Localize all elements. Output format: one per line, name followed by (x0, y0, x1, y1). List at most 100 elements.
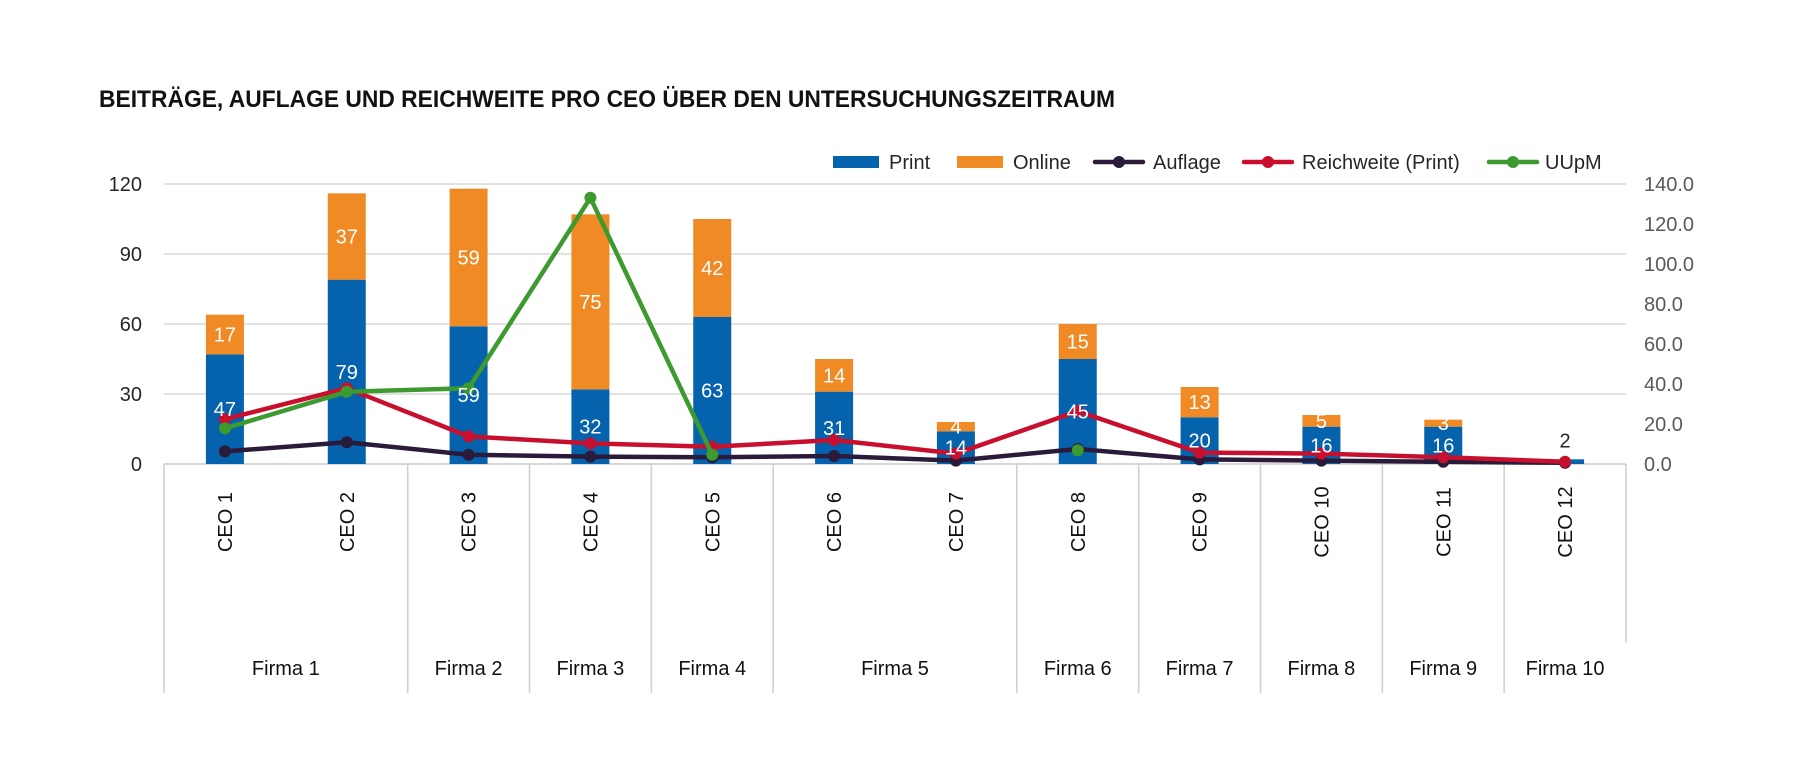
data-label-print-ceo-10: 16 (1310, 435, 1332, 457)
marker-reichweite-print-ceo-1 (218, 413, 231, 426)
category-label-ceo-12: CEO 12 (1555, 486, 1577, 557)
category-label-ceo-2: CEO 2 (337, 492, 359, 552)
y-left-tick-label: 60 (120, 314, 142, 336)
group-label-firma-3: Firma 3 (557, 658, 625, 680)
group-label-firma-2: Firma 2 (435, 658, 503, 680)
marker-reichweite-print-ceo-8 (1071, 405, 1084, 418)
legend-item-online: Online (957, 152, 1071, 174)
group-label-firma-4: Firma 4 (678, 658, 746, 680)
marker-reichweite-print-ceo-3 (462, 430, 475, 443)
legend-swatch (957, 156, 1003, 168)
group-label-firma-8: Firma 8 (1288, 658, 1356, 680)
legend-item-auflage: Auflage (1092, 152, 1221, 174)
category-label-ceo-3: CEO 3 (459, 492, 481, 552)
legend-marker (1262, 156, 1274, 168)
category-label-ceo-11: CEO 11 (1433, 487, 1455, 557)
category-label-ceo-5: CEO 5 (702, 492, 724, 552)
category-label-ceo-8: CEO 8 (1068, 492, 1090, 552)
data-label-print-ceo-12: 2 (1560, 430, 1571, 452)
marker-uupm-ceo-2 (340, 385, 353, 398)
data-label-online-ceo-9: 13 (1188, 392, 1210, 414)
legend: Print Online Auflage Reichweite (Print) UUpM (833, 152, 1602, 174)
data-label-print-ceo-9: 20 (1188, 431, 1210, 453)
bar-online-ceo-6 (815, 359, 854, 392)
data-label-print-ceo-6: 31 (823, 418, 845, 440)
group-label-firma-9: Firma 9 (1409, 658, 1477, 680)
legend-item-reichweite-print: Reichweite (Print) (1241, 152, 1460, 174)
bar-online-ceo-9 (1180, 387, 1219, 418)
data-label-print-ceo-8: 45 (1067, 402, 1089, 424)
data-label-online-ceo-6: 14 (823, 365, 845, 387)
bar-online-ceo-5 (693, 219, 732, 317)
y-left-tick-label: 90 (120, 244, 142, 266)
data-label-online-ceo-10: 5 (1316, 411, 1327, 433)
bar-online-ceo-1 (205, 314, 244, 355)
data-label-print-ceo-2: 79 (336, 362, 358, 384)
data-label-print-ceo-3: 59 (457, 385, 479, 407)
legend-label: Auflage (1153, 152, 1221, 174)
category-label-ceo-6: CEO 6 (824, 492, 846, 552)
data-label-online-ceo-4: 75 (579, 292, 601, 314)
data-labels: 4717793759593275634231141444515201316516… (214, 227, 1571, 460)
marker-uupm-ceo-4 (584, 191, 597, 204)
marker-uupm-ceo-3 (462, 382, 475, 395)
legend-label: Print (889, 152, 931, 174)
data-label-online-ceo-8: 15 (1067, 332, 1089, 354)
legend-label: Reichweite (Print) (1302, 152, 1460, 174)
bar-online-ceo-10 (1302, 415, 1341, 427)
chart-title: BEITRÄGE, AUFLAGE UND REICHWEITE PRO CEO… (99, 86, 1115, 113)
data-label-online-ceo-2: 37 (336, 227, 358, 249)
line-reichweite-print (222, 385, 1568, 465)
marker-reichweite-print-ceo-9 (1193, 446, 1206, 459)
marker-reichweite-print-ceo-12 (1559, 455, 1572, 468)
gridlines (164, 183, 1626, 465)
bar-online-ceo-3 (449, 188, 488, 327)
bar-online-ceo-4 (571, 214, 610, 390)
y-right-tick-label: 60.0 (1644, 334, 1683, 356)
marker-uupm-ceo-1 (218, 422, 231, 435)
marker-auflage-ceo-2 (340, 436, 353, 449)
marker-reichweite-print-ceo-7 (949, 447, 962, 460)
y-left-tick-label: 120 (109, 174, 142, 196)
marker-auflage-ceo-1 (218, 445, 231, 458)
category-label-ceo-9: CEO 9 (1190, 492, 1212, 552)
bar-online-ceo-8 (1058, 324, 1097, 359)
data-label-print-ceo-5: 63 (701, 381, 723, 403)
y-right-tick-label: 40.0 (1644, 374, 1683, 396)
bar-online-ceo-2 (327, 193, 366, 280)
legend-item-uupm: UUpM (1486, 152, 1602, 174)
data-label-online-ceo-5: 42 (701, 258, 723, 280)
axes: 0 30 60 90 120 0.0 20.0 40.0 60.0 80.0 100.0 120.0 1… (109, 174, 1694, 693)
legend-swatch (833, 156, 879, 168)
legend-label: Online (1013, 152, 1071, 174)
group-label-firma-7: Firma 7 (1166, 658, 1234, 680)
marker-reichweite-print-ceo-6 (828, 434, 841, 446)
marker-uupm-ceo-5 (706, 448, 719, 461)
line-auflage (222, 439, 1568, 466)
marker-auflage-ceo-3 (462, 448, 475, 461)
data-label-online-ceo-3: 59 (457, 248, 479, 270)
data-label-print-ceo-4: 32 (579, 417, 601, 439)
group-label-firma-1: Firma 1 (252, 658, 320, 680)
data-label-print-ceo-7: 14 (945, 438, 967, 460)
marker-auflage-ceo-6 (828, 450, 841, 462)
bar-online-ceo-7 (936, 422, 975, 432)
y-right-tick-label: 80.0 (1644, 294, 1683, 316)
bar-online-ceo-11 (1424, 419, 1463, 427)
y-right-tick-label: 20.0 (1644, 414, 1683, 436)
category-label-ceo-7: CEO 7 (946, 492, 968, 552)
category-label-ceo-4: CEO 4 (580, 492, 602, 552)
stacked-bars (205, 188, 1585, 464)
data-label-online-ceo-11: 3 (1438, 413, 1449, 435)
marker-reichweite-print-ceo-10 (1315, 447, 1328, 460)
legend-marker (1507, 156, 1519, 168)
y-right-tick-label: 0.0 (1644, 454, 1672, 476)
category-label-ceo-1: CEO 1 (215, 492, 237, 552)
marker-reichweite-print-ceo-11 (1437, 451, 1450, 464)
bar-print-ceo-2 (327, 279, 366, 464)
y-right-tick-label: 100.0 (1644, 254, 1694, 276)
y-right-tick-label: 140.0 (1644, 174, 1694, 196)
category-label-ceo-10: CEO 10 (1311, 486, 1333, 557)
